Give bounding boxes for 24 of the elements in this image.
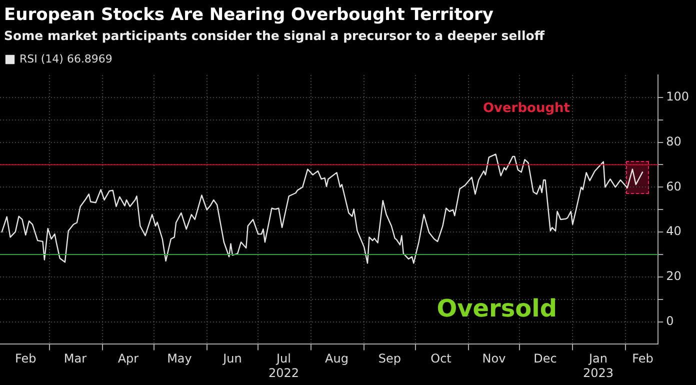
x-tick-label: Jul 2022 <box>268 352 300 380</box>
x-tick-label: Jun <box>222 352 242 366</box>
y-tick-label: 60 <box>666 179 682 194</box>
x-tick-label: Nov <box>482 352 506 366</box>
x-tick-label: Apr <box>118 352 139 366</box>
x-tick-label: Oct <box>430 352 452 366</box>
x-tick-label: Aug <box>325 352 348 366</box>
y-tick-label: 80 <box>666 134 682 148</box>
x-tick-label: Feb <box>15 352 36 366</box>
x-tick-label: Jan 2023 <box>582 352 614 380</box>
x-tick-label: May <box>167 352 192 366</box>
y-tick-label: 100 <box>666 90 689 104</box>
y-tick-label: 20 <box>666 269 682 284</box>
ref-line-label: Oversold <box>436 294 558 323</box>
x-tick-label: Dec <box>534 352 557 366</box>
y-tick-label: 0 <box>666 314 674 328</box>
chart-subtitle: Some market participants consider the signal a precursor to a deeper selloff <box>3 27 546 44</box>
x-tick-label: Feb <box>632 352 654 366</box>
chart-title: European Stocks Are Nearing Overbought Territory <box>3 4 495 26</box>
x-tick-label: Mar <box>64 352 87 366</box>
legend-label: RSI (14) 66.8969 <box>20 52 112 66</box>
x-tick-label: Sep <box>378 352 402 366</box>
y-tick-label: 40 <box>666 224 682 238</box>
ref-line-label: Overbought <box>482 101 570 116</box>
